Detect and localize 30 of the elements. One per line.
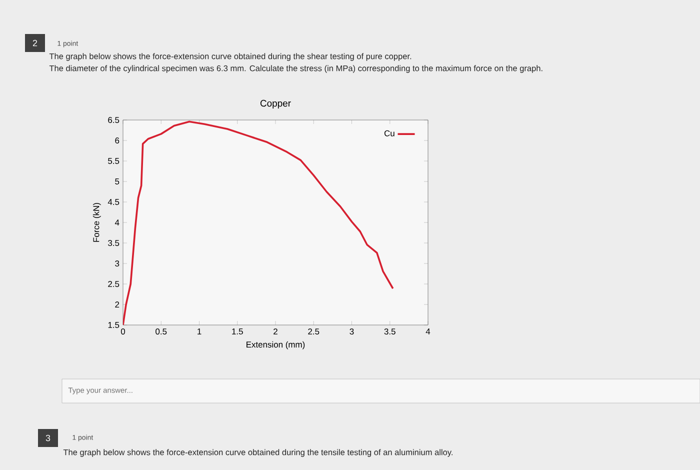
y-tick-label: 6.5 xyxy=(108,117,120,123)
line-series xyxy=(123,120,394,325)
text: The graph below shows the force-extension curve obtained during the tensile testing of an aluminium alloy. xyxy=(63,449,452,457)
y-tick-label: 6 xyxy=(115,138,120,144)
x-tick-label: 3.5 xyxy=(384,328,396,335)
y-tick-label: 2 xyxy=(115,302,120,308)
y-tick-label: 5.5 xyxy=(108,158,120,164)
y-tick-label: 4 xyxy=(114,220,120,226)
x-tick-label: 4 xyxy=(426,328,430,334)
text: The graph below shows the force-extension curve obtained during the shear testing of pure copper. xyxy=(49,53,412,61)
text: 2 xyxy=(32,40,38,46)
text: The diameter of the cylindrical specimen was 6.3 mm. Calculate the stress (in MPa) corresponding to the maximum force on the graph. xyxy=(49,65,542,73)
chart-title: Copper xyxy=(260,100,291,109)
y-tick-label: 1.5 xyxy=(108,322,120,328)
y-tick-label: 4.5 xyxy=(108,199,120,205)
x-tick-label: 0.5 xyxy=(156,328,167,335)
x-tick-label: 2 xyxy=(274,328,278,334)
y-tick-label: 3.5 xyxy=(108,240,120,246)
x-tick-label: 1.5 xyxy=(232,328,243,334)
x-axis-title: Extension (mm) xyxy=(246,341,305,350)
x-tick-label: 2.5 xyxy=(308,328,320,335)
x-tick-label: 1 xyxy=(198,328,202,334)
x-tick-label: 3 xyxy=(350,328,354,335)
y-axis-title: Force (kN) xyxy=(92,203,101,242)
x-tick-label: 0 xyxy=(120,328,126,335)
text: 3 xyxy=(46,434,50,442)
legend-label: Cu xyxy=(384,130,394,136)
y-tick-label: 5 xyxy=(115,178,120,184)
y-tick-label: 2.5 xyxy=(108,281,120,287)
y-tick-label: 3 xyxy=(115,260,120,266)
